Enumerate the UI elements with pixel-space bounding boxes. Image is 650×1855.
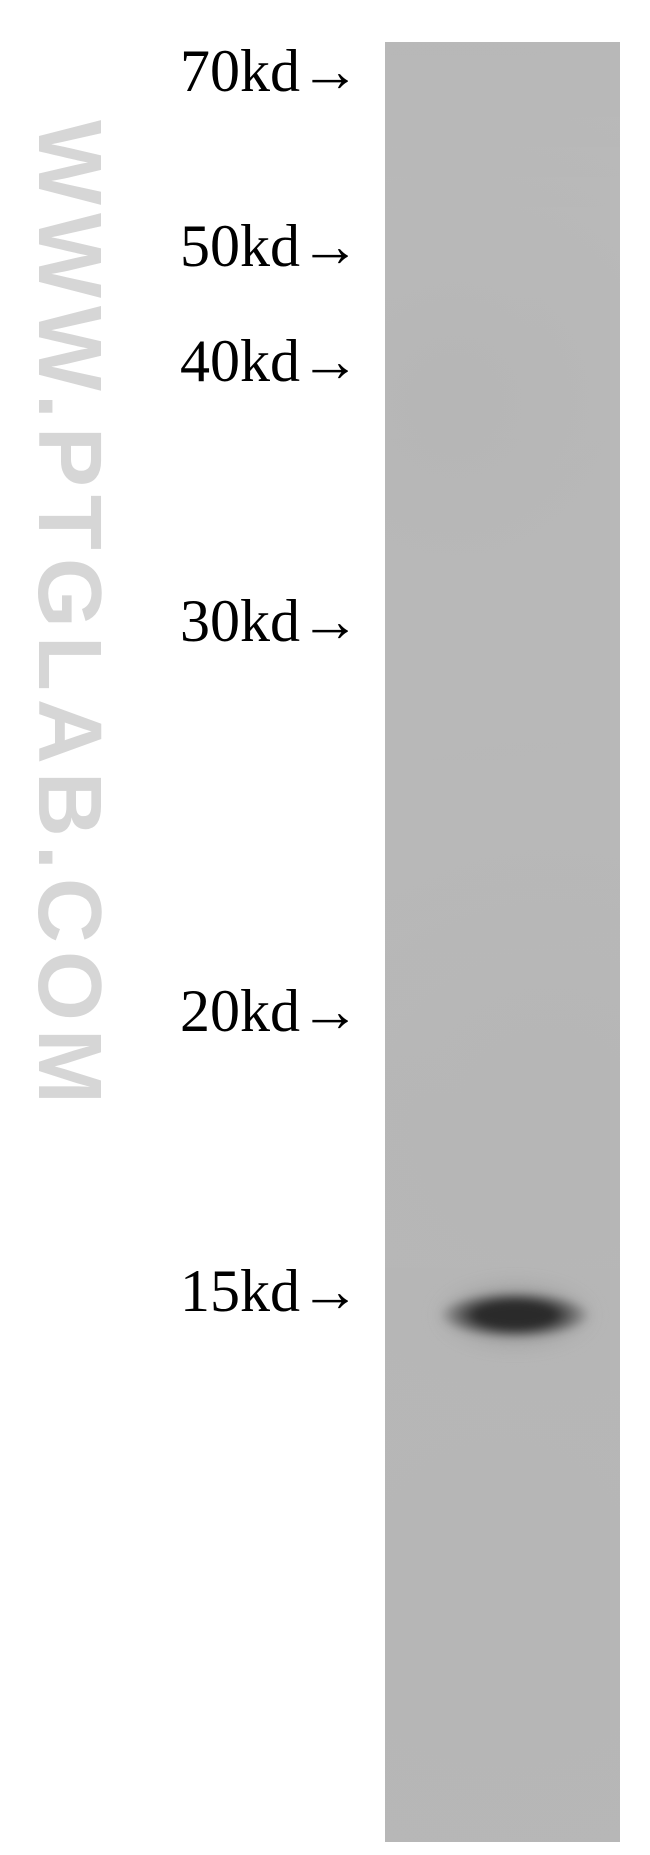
mw-marker-text: 20kd [180,978,300,1044]
mw-marker-text: 30kd [180,588,300,654]
mw-marker-text: 15kd [180,1258,300,1324]
mw-marker-text: 40kd [180,328,300,394]
mw-marker-label: 40kd→ [180,327,360,396]
arrow-right-icon: → [300,1261,360,1321]
mw-marker-text: 50kd [180,213,300,279]
mw-marker-label: 70kd→ [180,37,360,106]
mw-marker-label: 15kd→ [180,1257,360,1326]
blot-band [420,1285,610,1345]
arrow-right-icon: → [300,331,360,391]
mw-marker-label: 30kd→ [180,587,360,656]
blot-lane [385,42,620,1842]
arrow-right-icon: → [300,216,360,276]
watermark-text: WWW.PTGLAB.COM [17,120,120,1112]
arrow-right-icon: → [300,41,360,101]
mw-marker-text: 70kd [180,38,300,104]
mw-marker-label: 50kd→ [180,212,360,281]
arrow-right-icon: → [300,981,360,1041]
mw-marker-label: 20kd→ [180,977,360,1046]
arrow-right-icon: → [300,591,360,651]
